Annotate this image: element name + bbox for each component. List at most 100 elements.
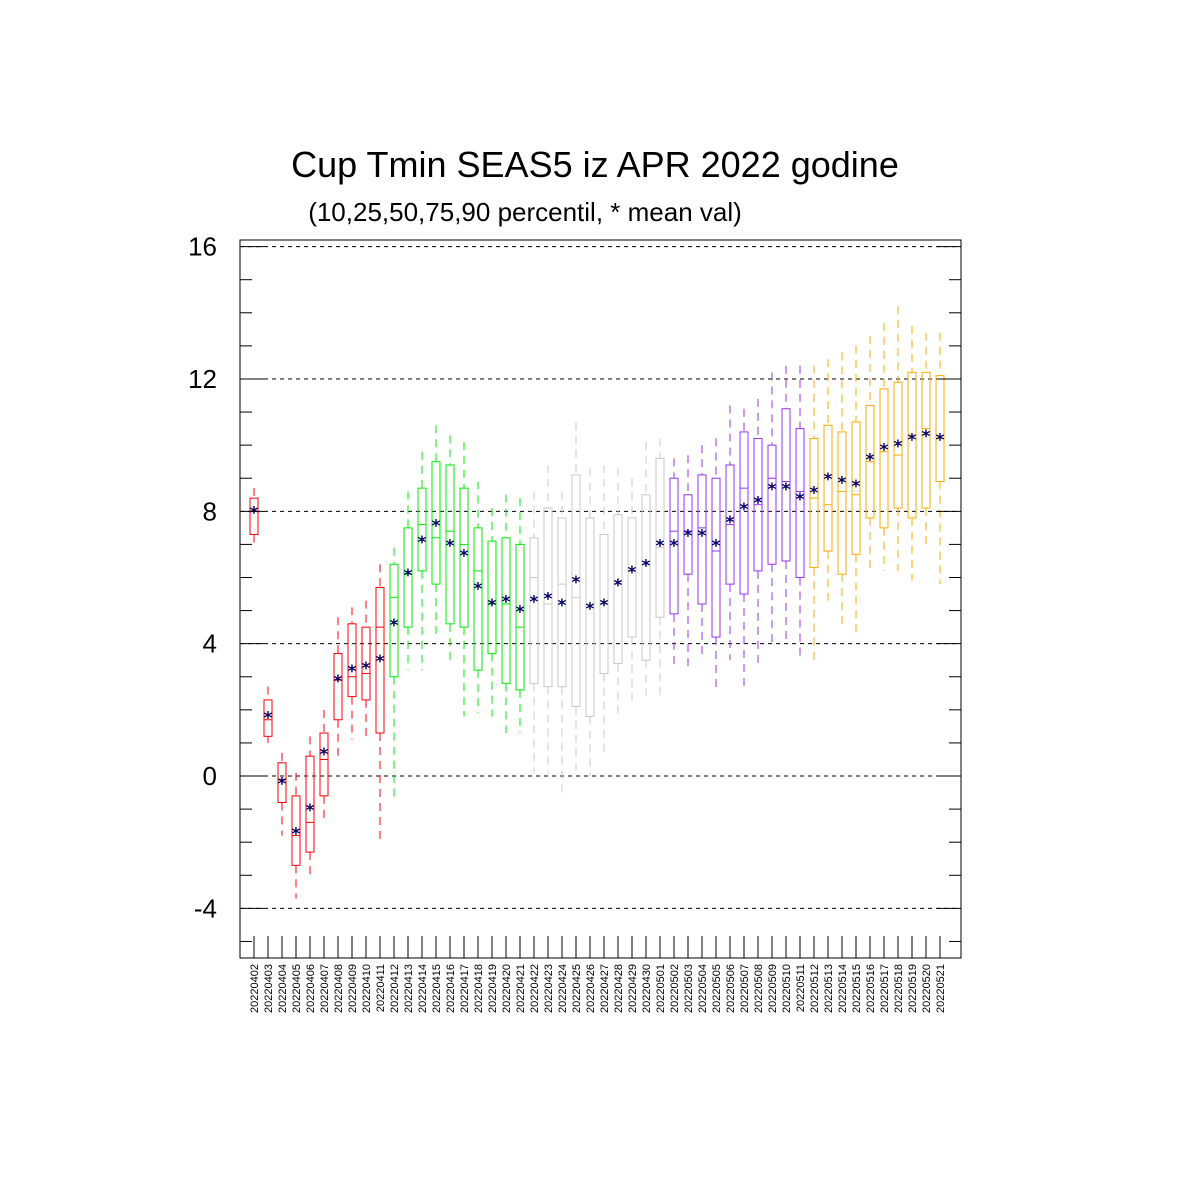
mean-marker-20220513: * [824, 470, 833, 490]
box-20220415 [431, 425, 441, 638]
box-iqr-20220504 [697, 474, 707, 605]
x-tick-label-20220503: 20220503 [683, 964, 695, 1013]
box-20220405 [291, 772, 301, 899]
x-tick-label-20220518: 20220518 [893, 964, 905, 1013]
box-iqr-20220407 [319, 732, 329, 797]
box-iqr-20220507 [739, 431, 749, 595]
x-tick-label-20220405: 20220405 [291, 964, 303, 1013]
y-tick-label-2: 4 [203, 629, 217, 659]
box-iqr-20220426 [585, 517, 595, 717]
box-20220403 [263, 686, 273, 743]
box-iqr-20220414 [417, 487, 427, 572]
box-20220519 [907, 326, 917, 581]
box-20220413 [403, 491, 413, 671]
mean-marker-20220430: * [642, 556, 651, 576]
x-tick-label-20220519: 20220519 [907, 964, 919, 1013]
x-tick-label-20220403: 20220403 [263, 964, 275, 1013]
box-20220416 [445, 435, 455, 661]
x-tick-label-20220508: 20220508 [753, 964, 765, 1013]
box-20220506 [725, 405, 735, 661]
mean-marker-20220508: * [754, 493, 763, 513]
x-tick-label-20220416: 20220416 [445, 964, 457, 1013]
box-20220521 [935, 332, 945, 585]
mean-marker-20220423: * [544, 589, 553, 609]
box-iqr-20220425 [571, 474, 581, 708]
x-tick-label-20220516: 20220516 [865, 964, 877, 1013]
mean-marker-20220403: * [264, 708, 273, 728]
box-iqr-20220411 [375, 586, 385, 734]
x-tick-label-20220506: 20220506 [725, 964, 737, 1013]
mean-marker-20220427: * [600, 596, 609, 616]
box-iqr-20220424 [557, 517, 567, 688]
box-iqr-20220409 [347, 623, 357, 698]
mean-marker-20220418: * [474, 579, 483, 599]
box-iqr-20220421 [515, 543, 525, 691]
x-tick-label-20220507: 20220507 [739, 964, 751, 1013]
mean-marker-20220406: * [306, 801, 315, 821]
mean-marker-20220419: * [488, 596, 497, 616]
x-tick-label-20220423: 20220423 [543, 964, 555, 1013]
box-iqr-20220519 [907, 371, 917, 519]
box-20220514 [837, 352, 847, 624]
mean-marker-20220517: * [880, 440, 889, 460]
mean-marker-20220518: * [894, 437, 903, 457]
x-tick-label-20220504: 20220504 [697, 964, 709, 1013]
box-iqr-20220415 [431, 461, 441, 585]
box-20220515 [851, 345, 861, 638]
box-iqr-20220406 [305, 755, 315, 853]
box-20220417 [459, 441, 469, 717]
mean-marker-20220507: * [740, 500, 749, 520]
chart-subtitle: (10,25,50,75,90 percentil, * mean val) [308, 197, 742, 227]
x-tick-label-20220402: 20220402 [249, 964, 261, 1013]
x-tick-label-20220415: 20220415 [431, 964, 443, 1013]
box-iqr-20220520 [921, 371, 931, 509]
box-iqr-20220518 [893, 381, 903, 509]
x-tick-label-20220424: 20220424 [557, 964, 569, 1013]
mean-marker-20220514: * [838, 474, 847, 494]
mean-marker-20220409: * [348, 662, 357, 682]
box-20220516 [865, 335, 875, 571]
mean-marker-20220416: * [446, 536, 455, 556]
box-iqr-20220428 [613, 514, 623, 665]
box-20220424 [557, 491, 567, 793]
box-iqr-20220417 [459, 487, 469, 628]
box-iqr-20220511 [795, 428, 805, 578]
mean-marker-20220404: * [278, 775, 287, 795]
box-20220504 [697, 445, 707, 661]
box-20220412 [389, 547, 399, 803]
box-iqr-20220419 [487, 540, 497, 655]
box-iqr-20220408 [333, 653, 343, 721]
box-20220509 [767, 372, 777, 647]
box-20220428 [613, 468, 623, 720]
mean-marker-20220428: * [614, 576, 623, 596]
mean-marker-20220501: * [656, 536, 665, 556]
mean-marker-20220422: * [530, 593, 539, 613]
y-tick-label-0: -4 [194, 893, 217, 923]
mean-marker-20220417: * [460, 546, 469, 566]
mean-marker-20220405: * [292, 824, 301, 844]
mean-marker-20220413: * [404, 566, 413, 586]
box-iqr-20220513 [823, 424, 833, 552]
box-20220427 [599, 464, 609, 753]
box-20220407 [319, 709, 329, 820]
mean-marker-20220511: * [796, 490, 805, 510]
box-iqr-20220420 [501, 537, 511, 684]
box-iqr-20220517 [879, 388, 889, 529]
box-iqr-20220416 [445, 464, 455, 625]
x-tick-label-20220513: 20220513 [823, 964, 835, 1013]
box-20220430 [641, 441, 651, 697]
y-axis: -4 0 4 8 12 16 [188, 232, 961, 942]
mean-marker-20220520: * [922, 427, 931, 447]
box-20220517 [879, 322, 889, 571]
box-20220507 [739, 408, 749, 690]
box-iqr-20220505 [711, 477, 721, 638]
mean-marker-20220509: * [768, 480, 777, 500]
box-iqr-20220509 [767, 444, 777, 565]
box-20220411 [375, 564, 385, 839]
box-iqr-20220503 [683, 494, 693, 575]
box-iqr-20220514 [837, 431, 847, 575]
x-tick-label-20220422: 20220422 [529, 964, 541, 1013]
box-20220425 [571, 421, 581, 773]
box-iqr-20220422 [529, 537, 539, 684]
